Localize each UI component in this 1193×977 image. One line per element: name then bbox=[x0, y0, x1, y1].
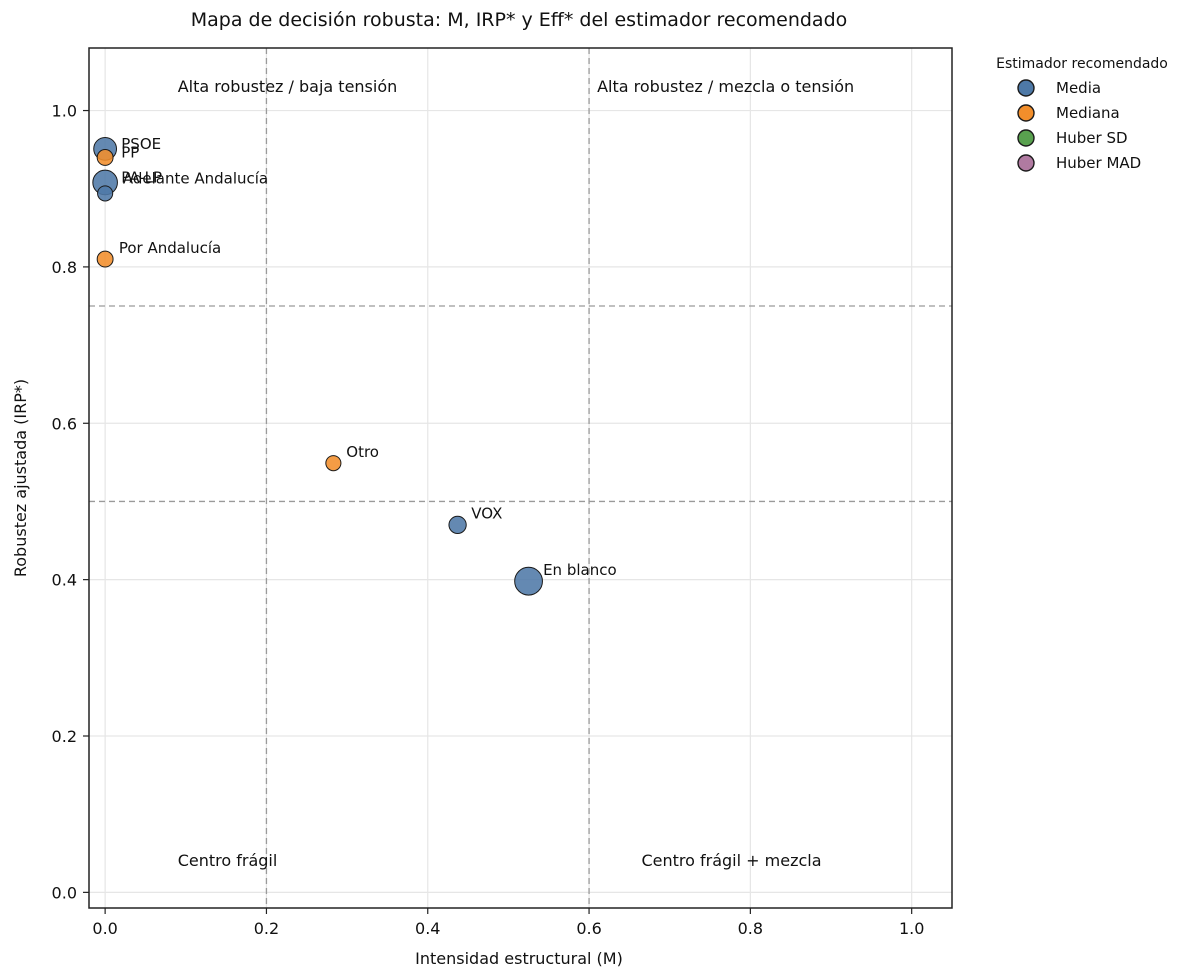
y-tick-label: 0.8 bbox=[52, 258, 77, 277]
quadrant-label: Centro frágil + mezcla bbox=[641, 851, 821, 870]
y-axis-label: Robustez ajustada (IRP*) bbox=[11, 379, 30, 577]
legend-entry-label: Huber SD bbox=[1056, 129, 1128, 147]
point-label: PP bbox=[121, 143, 139, 161]
point-label: En blanco bbox=[543, 561, 617, 579]
x-tick-label: 0.2 bbox=[254, 919, 279, 938]
plot-frame bbox=[88, 47, 953, 909]
legend-title: Estimador recomendado bbox=[996, 56, 1168, 72]
quadrant-label: Alta robustez / baja tensión bbox=[178, 77, 398, 96]
point-label: PSOE bbox=[121, 135, 161, 153]
y-tick-label: 0.6 bbox=[52, 414, 77, 433]
point-label: VOX bbox=[471, 505, 502, 523]
point-label: Adelante Andalucía bbox=[123, 169, 268, 187]
point-label: PA-LP bbox=[121, 168, 162, 186]
x-tick-label: 0.6 bbox=[576, 919, 601, 938]
x-axis-label: Intensidad estructural (M) bbox=[415, 949, 623, 968]
data-point bbox=[448, 515, 467, 535]
legend-entry-label: Huber MAD bbox=[1056, 154, 1141, 172]
legend-marker bbox=[1017, 79, 1035, 97]
legend-entry-label: Media bbox=[1056, 79, 1101, 97]
y-tick-label: 1.0 bbox=[52, 102, 77, 121]
point-label: Otro bbox=[346, 443, 379, 461]
legend-marker bbox=[1017, 129, 1035, 147]
chart-title: Mapa de decisión robusta: M, IRP* y Eff*… bbox=[191, 9, 848, 31]
y-tick-label: 0.4 bbox=[52, 571, 77, 590]
data-point bbox=[325, 455, 342, 472]
plot-area: Alta robustez / baja tensión Alta robuste… bbox=[52, 47, 953, 938]
x-tick-label: 1.0 bbox=[899, 919, 924, 938]
legend-marker bbox=[1017, 104, 1035, 122]
quadrant-label: Alta robustez / mezcla o tensión bbox=[597, 77, 854, 96]
data-point bbox=[97, 185, 114, 202]
data-point bbox=[96, 149, 114, 166]
point-label: Por Andalucía bbox=[119, 239, 221, 257]
legend-marker bbox=[1017, 154, 1035, 172]
x-tick-label: 0.4 bbox=[415, 919, 440, 938]
x-tick-label: 0.0 bbox=[92, 919, 117, 938]
y-tick-label: 0.0 bbox=[52, 883, 77, 902]
x-tick-label: 0.8 bbox=[738, 919, 763, 938]
data-point bbox=[514, 566, 543, 596]
quadrant-label: Centro frágil bbox=[178, 851, 278, 870]
data-point bbox=[96, 250, 114, 268]
y-tick-label: 0.2 bbox=[52, 727, 77, 746]
legend-entry-label: Mediana bbox=[1056, 104, 1120, 122]
